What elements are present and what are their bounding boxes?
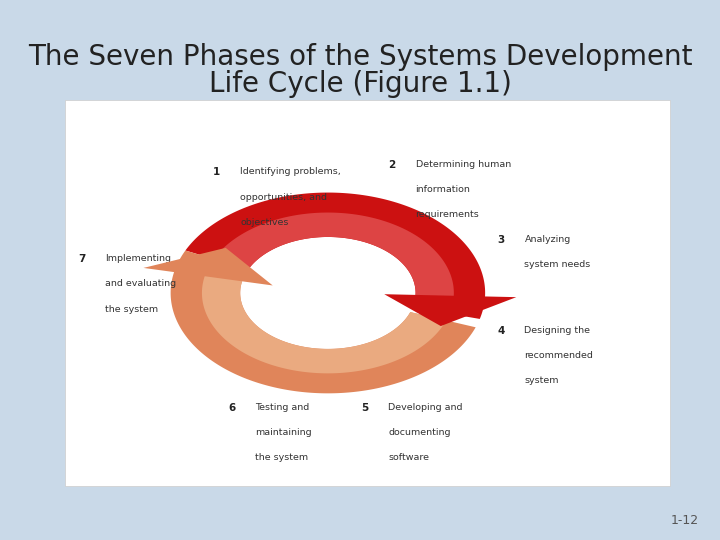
Text: 5: 5	[361, 403, 369, 413]
Text: Implementing: Implementing	[105, 254, 171, 264]
Text: objectives: objectives	[240, 218, 289, 227]
Text: 1: 1	[213, 167, 220, 178]
Text: requirements: requirements	[415, 210, 480, 219]
Text: 3: 3	[498, 235, 505, 245]
Text: 1-12: 1-12	[670, 514, 698, 526]
Text: the system: the system	[105, 305, 158, 314]
Text: maintaining: maintaining	[256, 428, 312, 437]
Text: 7: 7	[78, 254, 86, 265]
Text: and evaluating: and evaluating	[105, 279, 176, 288]
Polygon shape	[214, 213, 454, 314]
Text: Designing the: Designing the	[524, 326, 590, 335]
Polygon shape	[171, 251, 476, 393]
Text: system needs: system needs	[524, 260, 590, 269]
Text: the system: the system	[256, 453, 308, 462]
Text: Testing and: Testing and	[256, 403, 310, 412]
Polygon shape	[202, 259, 446, 373]
Polygon shape	[384, 294, 516, 326]
Text: The Seven Phases of the Systems Development: The Seven Phases of the Systems Developm…	[28, 43, 692, 71]
Text: information: information	[415, 185, 470, 194]
Bar	[65, 100, 670, 486]
Text: 6: 6	[228, 403, 235, 413]
Text: documenting: documenting	[388, 428, 451, 437]
Text: Analyzing: Analyzing	[524, 235, 571, 244]
Text: system: system	[524, 376, 559, 385]
Text: Developing and: Developing and	[388, 403, 463, 412]
Polygon shape	[185, 193, 485, 319]
Text: Life Cycle (Figure 1.1): Life Cycle (Figure 1.1)	[209, 70, 511, 98]
Text: 4: 4	[498, 326, 505, 336]
Text: software: software	[388, 453, 429, 462]
Text: opportunities, and: opportunities, and	[240, 193, 327, 201]
Text: Identifying problems,: Identifying problems,	[240, 167, 341, 177]
Text: 2: 2	[388, 160, 395, 170]
Text: recommended: recommended	[524, 351, 593, 360]
Text: Determining human: Determining human	[415, 160, 510, 168]
Polygon shape	[143, 248, 273, 286]
